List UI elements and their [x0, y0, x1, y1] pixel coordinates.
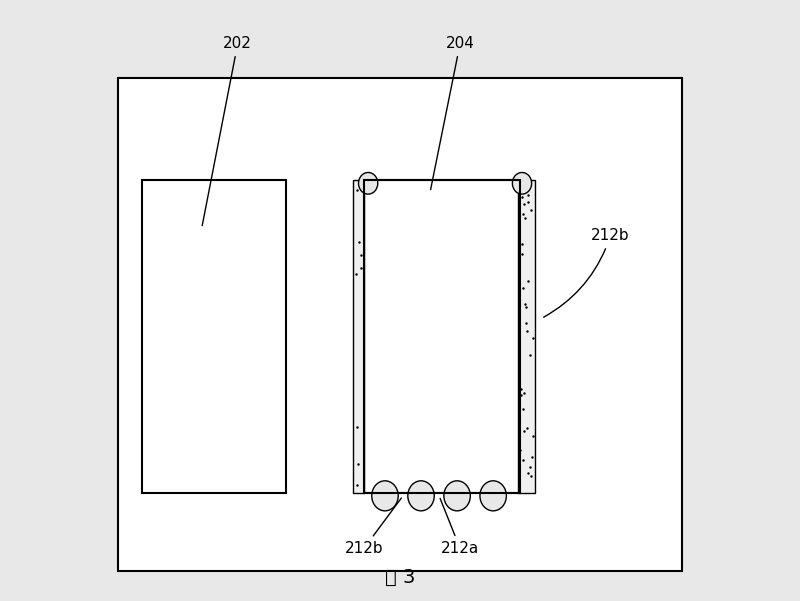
Text: 212b: 212b	[345, 498, 402, 556]
Bar	[364, 180, 520, 493]
Text: 204: 204	[430, 36, 474, 189]
Ellipse shape	[408, 481, 434, 511]
Bar	[118, 78, 682, 571]
Ellipse shape	[512, 172, 532, 194]
Bar	[364, 180, 520, 493]
Text: 202: 202	[202, 36, 252, 225]
Ellipse shape	[372, 481, 398, 511]
Ellipse shape	[480, 481, 506, 511]
Ellipse shape	[358, 172, 378, 194]
Bar	[353, 180, 364, 493]
Text: 212b: 212b	[544, 228, 630, 317]
Text: 图 3: 图 3	[385, 567, 415, 587]
Bar	[142, 180, 286, 493]
Bar	[518, 180, 535, 493]
Ellipse shape	[444, 481, 470, 511]
Text: 212a: 212a	[440, 498, 479, 556]
